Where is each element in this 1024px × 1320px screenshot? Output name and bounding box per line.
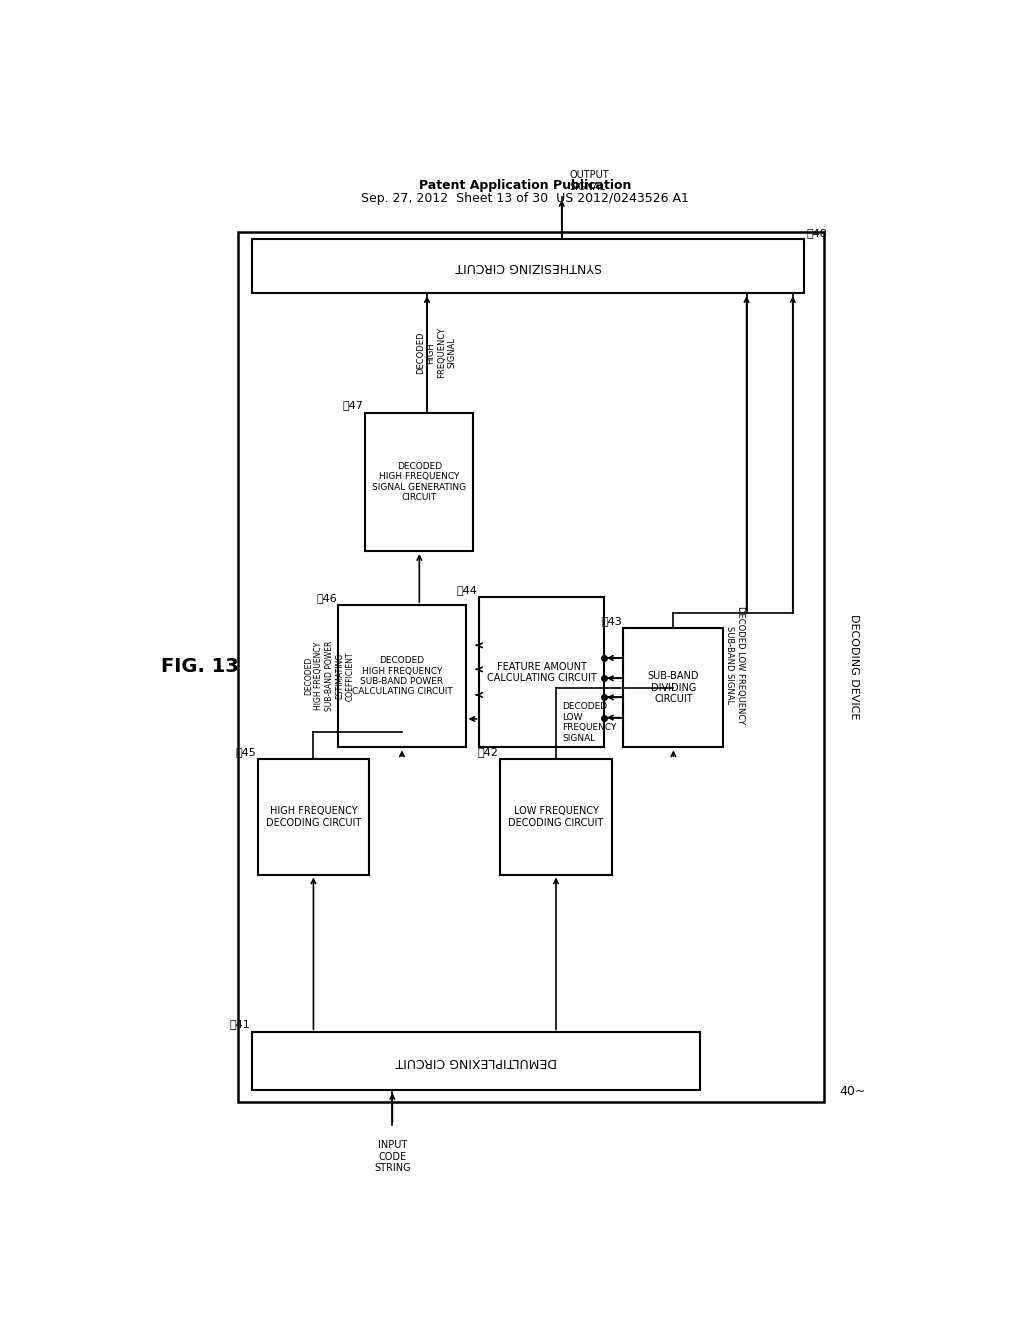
Text: FEATURE AMOUNT
CALCULATING CIRCUIT: FEATURE AMOUNT CALCULATING CIRCUIT bbox=[486, 661, 597, 684]
Text: DECODED
HIGH FREQUENCY
SIGNAL GENERATING
CIRCUIT: DECODED HIGH FREQUENCY SIGNAL GENERATING… bbox=[373, 462, 466, 502]
Text: Sep. 27, 2012  Sheet 13 of 30  US 2012/0243526 A1: Sep. 27, 2012 Sheet 13 of 30 US 2012/024… bbox=[360, 191, 689, 205]
Text: HIGH FREQUENCY
DECODING CIRCUIT: HIGH FREQUENCY DECODING CIRCUIT bbox=[266, 807, 361, 828]
Text: ⁲45: ⁲45 bbox=[236, 747, 256, 756]
Text: ⁲47: ⁲47 bbox=[343, 400, 364, 411]
Text: SYNTHESIZING CIRCUIT: SYNTHESIZING CIRCUIT bbox=[455, 260, 601, 273]
Text: ⁲41: ⁲41 bbox=[230, 1019, 251, 1030]
Bar bbox=[500, 759, 611, 875]
Bar bbox=[252, 1032, 700, 1090]
Text: DECODED
HIGH FREQUENCY
SUB-BAND POWER
CALCULATING CIRCUIT: DECODED HIGH FREQUENCY SUB-BAND POWER CA… bbox=[351, 656, 453, 697]
Text: DECODING DEVICE: DECODING DEVICE bbox=[849, 614, 859, 719]
Text: DECODED
LOW
FREQUENCY
SIGNAL: DECODED LOW FREQUENCY SIGNAL bbox=[562, 702, 616, 743]
Bar bbox=[258, 759, 370, 875]
Text: 40~: 40~ bbox=[839, 1085, 865, 1098]
Bar bbox=[339, 605, 466, 747]
Text: DECODED
HIGH FREQUENCY
SUB-BAND POWER
ESTIMATING
COEFFICIENT: DECODED HIGH FREQUENCY SUB-BAND POWER ES… bbox=[304, 642, 354, 711]
Text: DECODED LOW FREQUENCY
SUB-BAND SIGNAL: DECODED LOW FREQUENCY SUB-BAND SIGNAL bbox=[725, 606, 744, 723]
Bar bbox=[366, 413, 473, 552]
Text: Patent Application Publication: Patent Application Publication bbox=[419, 178, 631, 191]
Text: FIG. 13: FIG. 13 bbox=[161, 657, 239, 676]
Text: INPUT
CODE
STRING: INPUT CODE STRING bbox=[374, 1140, 411, 1173]
Text: ⁲43: ⁲43 bbox=[601, 616, 622, 626]
Bar bbox=[624, 628, 724, 747]
Text: DEMULTIPLEXING CIRCUIT: DEMULTIPLEXING CIRCUIT bbox=[395, 1055, 557, 1068]
Bar bbox=[479, 597, 604, 747]
Text: SUB-BAND
DIVIDING
CIRCUIT: SUB-BAND DIVIDING CIRCUIT bbox=[647, 671, 699, 705]
Text: ⁲44: ⁲44 bbox=[457, 585, 478, 595]
Text: LOW FREQUENCY
DECODING CIRCUIT: LOW FREQUENCY DECODING CIRCUIT bbox=[508, 807, 603, 828]
Text: ⁲48: ⁲48 bbox=[807, 228, 827, 238]
Text: DECODED
HIGH
FREQUENCY
SIGNAL: DECODED HIGH FREQUENCY SIGNAL bbox=[416, 327, 457, 379]
Text: ⁲42: ⁲42 bbox=[478, 747, 499, 756]
Bar bbox=[239, 231, 823, 1102]
Bar bbox=[252, 239, 804, 293]
Text: ⁲46: ⁲46 bbox=[316, 593, 337, 603]
Text: OUTPUT
SIGNAL: OUTPUT SIGNAL bbox=[569, 170, 609, 191]
